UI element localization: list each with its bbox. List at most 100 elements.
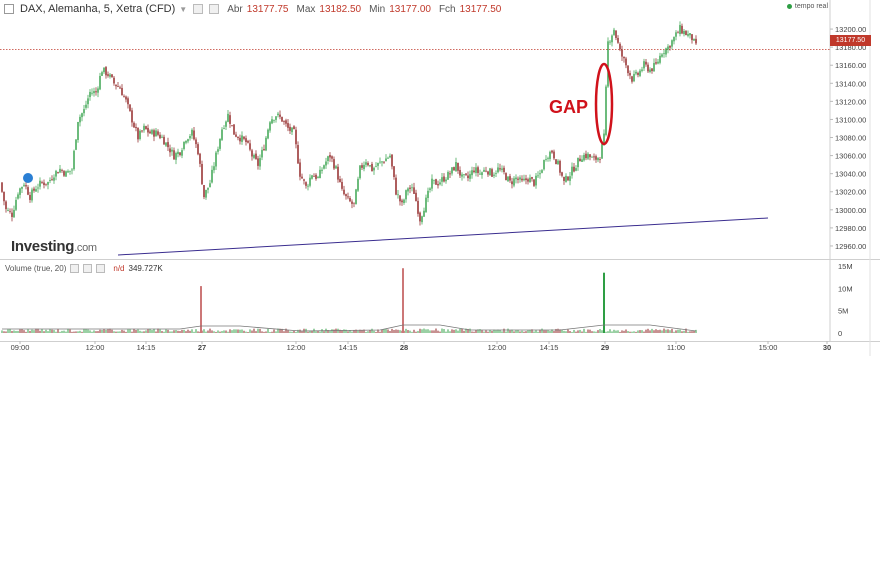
candle-body: [335, 166, 336, 168]
volume-bar: [505, 332, 506, 333]
candle-body: [43, 183, 44, 185]
volume-bar: [357, 331, 358, 333]
candle-body: [539, 173, 540, 174]
candle-body: [605, 87, 606, 135]
volume-bar: [687, 332, 688, 333]
candle-body: [667, 46, 668, 49]
volume-bar: [197, 331, 198, 333]
volume-bar: [97, 331, 98, 333]
candle-body: [387, 158, 388, 159]
volume-bar: [535, 330, 536, 333]
volume-bar: [41, 329, 42, 333]
volume-bar: [295, 332, 296, 333]
volume-bar: [207, 331, 208, 333]
volume-bar: [271, 332, 272, 333]
logo-brand: Investing: [11, 238, 74, 255]
chart-menu-icon[interactable]: [4, 4, 14, 14]
candle-body: [151, 130, 152, 134]
candle-body: [465, 174, 466, 175]
candle-body: [253, 155, 254, 158]
candle-body: [189, 136, 190, 138]
candle-body: [607, 41, 608, 86]
candle-body: [31, 190, 32, 201]
candle-body: [241, 135, 242, 142]
volume-bar: [361, 330, 362, 333]
candle-body: [511, 181, 512, 184]
volume-bar: [59, 332, 60, 333]
volume-bar: [693, 331, 694, 333]
volume-bar: [441, 329, 442, 333]
volume-bar: [367, 331, 368, 333]
candle-body: [527, 179, 528, 181]
candle-body: [277, 114, 278, 115]
volume-bar: [383, 329, 384, 333]
candle-body: [581, 159, 582, 162]
volume-bar: [609, 329, 610, 333]
volume-bar: [25, 332, 26, 333]
visibility-icon[interactable]: [83, 264, 92, 273]
volume-bar: [421, 329, 422, 333]
close-icon[interactable]: [209, 4, 219, 14]
candle-body: [19, 188, 20, 195]
candle-body: [95, 91, 96, 92]
candle-body: [479, 174, 480, 175]
candle-body: [347, 196, 348, 197]
candle-body: [557, 161, 558, 164]
volume-bar: [323, 331, 324, 333]
candle-body: [145, 126, 146, 129]
candle-body: [659, 56, 660, 63]
volume-bar: [33, 330, 34, 333]
candle-body: [119, 87, 120, 88]
candle-body: [653, 63, 654, 71]
candle-body: [585, 154, 586, 158]
chart-area[interactable]: 13200.00 13180.00 13160.00 13140.00 13120.00…: [0, 0, 880, 356]
candle-body: [567, 177, 568, 181]
candle-body: [45, 184, 46, 185]
volume-bar: [389, 331, 390, 333]
candle-body: [475, 167, 476, 173]
candle-body: [235, 134, 236, 136]
candle-body: [179, 152, 180, 155]
candle-body: [239, 138, 240, 142]
candle-body: [211, 170, 212, 183]
volume-bar: [13, 330, 14, 333]
volume-bar: [557, 329, 558, 333]
volume-bar: [643, 332, 644, 333]
volume-title[interactable]: Volume (true, 20): [5, 264, 66, 273]
candle-body: [393, 166, 394, 177]
volume-bar: [429, 330, 430, 333]
candle-body: [199, 154, 200, 164]
candle-body: [169, 148, 170, 152]
realtime-indicator: tempo real: [787, 3, 828, 10]
chart-svg[interactable]: 13200.00 13180.00 13160.00 13140.00 13120.00…: [0, 0, 880, 356]
candle-body: [583, 155, 584, 160]
candle-body: [191, 130, 192, 136]
candle-body: [675, 32, 676, 36]
candle-body: [129, 104, 130, 110]
candle-body: [369, 165, 370, 166]
volume-bar: [67, 329, 68, 333]
candle-body: [5, 201, 6, 209]
candle-body: [323, 165, 324, 168]
time-tick-label: 12:00: [287, 343, 306, 352]
candle-body: [117, 86, 118, 87]
candle-body: [327, 156, 328, 161]
settings-icon[interactable]: [70, 264, 79, 273]
candle-body: [495, 173, 496, 174]
volume-bar: [503, 329, 504, 333]
settings-icon[interactable]: [193, 4, 203, 14]
close-icon[interactable]: [96, 264, 105, 273]
candle-body: [525, 178, 526, 180]
candle-body: [171, 150, 172, 152]
candle-body: [503, 168, 504, 172]
chevron-down-icon[interactable]: ▼: [179, 5, 187, 14]
candle-body: [415, 193, 416, 201]
volume-bar: [223, 330, 224, 333]
volume-bar: [423, 329, 424, 333]
symbol-title[interactable]: DAX, Alemanha, 5, Xetra (CFD): [20, 3, 175, 15]
volume-bar: [139, 331, 140, 333]
candle-body: [513, 178, 514, 185]
volume-bar: [499, 330, 500, 333]
volume-bar: [625, 329, 626, 333]
volume-bar: [411, 332, 412, 333]
